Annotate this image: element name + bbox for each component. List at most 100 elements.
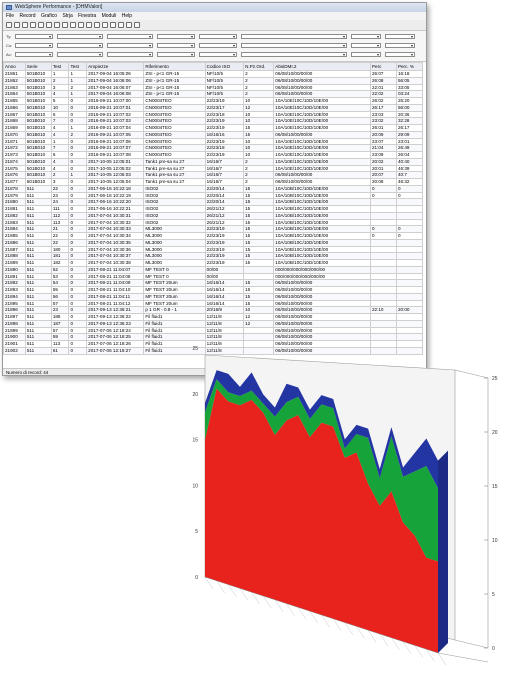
copy-icon[interactable] bbox=[46, 22, 52, 28]
table-row[interactable]: 21889 511 182 0 2017-07-04 10:30:38 ML3000 22/… bbox=[3, 259, 424, 267]
table-row[interactable]: 21872 501B010 7 0 2016-09-21 10:07:07 CN0004T… bbox=[3, 144, 424, 152]
filter-combo[interactable] bbox=[15, 52, 53, 57]
table-row[interactable]: 21880 511 24 0 2017-06-16 10:22:20 ISO02 22/20… bbox=[3, 198, 424, 206]
filter-combo[interactable] bbox=[199, 43, 237, 48]
column-header[interactable]: N.Pz.Ord. bbox=[243, 62, 275, 71]
table-row[interactable]: 21871 501B010 1 0 2016-09-21 10:07:06 CN0004T… bbox=[3, 137, 424, 146]
paste-icon[interactable] bbox=[54, 22, 60, 28]
filter-combo[interactable] bbox=[157, 34, 195, 39]
filter-combo[interactable] bbox=[57, 43, 103, 48]
filter-combo[interactable] bbox=[157, 52, 195, 57]
column-header[interactable]: Anno bbox=[3, 62, 26, 71]
column-header[interactable]: Codice ISO bbox=[204, 62, 245, 71]
filter-combo[interactable] bbox=[15, 43, 53, 48]
table-row[interactable]: 21901 511 113 0 2017-07-06 12:18:26 Fil fluid… bbox=[3, 340, 424, 348]
filter-combo[interactable] bbox=[107, 34, 153, 39]
table-row[interactable]: 21885 511 22 0 2017-07-04 10:30:34 ML3000 22/2… bbox=[3, 232, 424, 240]
table-row[interactable]: 21861 501B010 1 1 2017-09-04 16:05:06 ZSI - p… bbox=[3, 70, 424, 78]
table-row[interactable]: 21866 501B010 10 0 2016-09-21 10:07:01 CN0004… bbox=[3, 103, 424, 112]
table-row[interactable]: 21892 511 54 0 2017-08-21 11:04:09 MF TEST 20… bbox=[3, 279, 424, 287]
table-row[interactable]: 21876 501B010 2 1 2017-10-05 12:05:03 Tank1 p… bbox=[3, 171, 424, 179]
refresh-icon[interactable] bbox=[86, 22, 92, 28]
filter-combo[interactable] bbox=[385, 52, 415, 57]
table-row[interactable]: 21886 511 22 0 2017-07-04 10:30:35 ML3000 22/2… bbox=[3, 238, 424, 247]
table-row[interactable]: 21862 501B010 2 1 2017-09-04 16:06:06 ZSI - p… bbox=[3, 76, 424, 85]
table-row[interactable]: 21896 511 23 0 2017-09-13 12:36:21 p 1 GR - 0… bbox=[3, 306, 424, 314]
filter-combo[interactable] bbox=[57, 34, 103, 39]
filter-combo[interactable] bbox=[107, 43, 153, 48]
menu-file[interactable]: File bbox=[6, 13, 15, 19]
chart-icon[interactable] bbox=[94, 22, 100, 28]
table-row[interactable]: 21875 501B010 4 0 2017-10-05 12:05:02 Tank1 p… bbox=[3, 164, 424, 173]
table-row[interactable]: 21902 511 61 0 2017-07-06 12:18:27 Fil fluid1… bbox=[3, 346, 424, 355]
menu-help[interactable]: Help bbox=[121, 13, 133, 19]
table-row[interactable]: 21893 511 55 0 2017-08-21 11:04:10 MF TEST 20… bbox=[3, 286, 424, 294]
table-row[interactable]: 21894 511 56 0 2017-08-21 11:04:11 MF TEST 20… bbox=[3, 292, 424, 301]
filter-combo[interactable] bbox=[199, 34, 237, 39]
menu-grafico[interactable]: Grafico bbox=[40, 13, 58, 19]
table-row[interactable]: 21868 501B010 7 0 2016-09-21 10:07:03 CN0004T… bbox=[3, 117, 424, 125]
filter-combo[interactable] bbox=[15, 34, 53, 39]
filter-combo[interactable] bbox=[107, 52, 153, 57]
table-row[interactable]: 21877 501B010 3 0 2017-10-05 12:05:04 Tank1 p… bbox=[3, 178, 424, 186]
column-header[interactable]: Perc bbox=[369, 62, 397, 71]
new-icon[interactable] bbox=[6, 22, 12, 28]
table-row[interactable]: 21895 511 57 0 2017-08-21 11:04:12 MF TEST 20… bbox=[3, 299, 424, 308]
export-icon[interactable] bbox=[110, 22, 116, 28]
filter-combo[interactable] bbox=[241, 52, 347, 57]
menu-strja[interactable]: Strja bbox=[62, 13, 73, 19]
filter-icon[interactable] bbox=[70, 22, 76, 28]
column-header[interactable]: Test bbox=[68, 62, 88, 71]
column-header[interactable]: AbsiDMI.2 bbox=[273, 62, 371, 71]
settings-icon[interactable] bbox=[118, 22, 124, 28]
table-row[interactable]: 21887 511 180 0 2017-07-04 10:30:36 ML3000 22/… bbox=[3, 245, 424, 254]
filter-combo[interactable] bbox=[385, 43, 415, 48]
column-header[interactable]: Ampiezze bbox=[86, 62, 145, 71]
table-row[interactable]: 21864 501B010 4 1 2017-09-04 16:06:08 ZSI - p… bbox=[3, 90, 424, 98]
table-row[interactable]: 21900 511 59 0 2017-07-06 12:18:25 Fil fluid1… bbox=[3, 333, 424, 341]
table-row[interactable]: 21874 501B010 4 0 2017-10-05 12:05:01 Tank1 p… bbox=[3, 157, 424, 166]
print-icon[interactable] bbox=[30, 22, 36, 28]
open-icon[interactable] bbox=[14, 22, 20, 28]
table-row[interactable]: 21899 511 57 0 2017-07-06 12:18:24 Fil fluid1… bbox=[3, 326, 424, 335]
table-row[interactable]: 21873 501B010 6 0 2016-09-21 10:07:08 CN0004T… bbox=[3, 151, 424, 159]
table-row[interactable]: 21888 511 181 0 2017-07-04 10:30:37 ML3000 22/… bbox=[3, 252, 424, 260]
column-header[interactable]: Serie bbox=[24, 62, 52, 71]
table-row[interactable]: 21878 511 22 0 2017-06-16 10:22:18 ISO02 22/20… bbox=[3, 184, 424, 193]
filter-combo[interactable] bbox=[351, 34, 381, 39]
table-row[interactable]: 21879 511 23 0 2017-06-16 10:22:19 ISO02 22/20… bbox=[3, 191, 424, 200]
zoom-icon[interactable] bbox=[126, 22, 132, 28]
table-row[interactable]: 21867 501B010 6 0 2016-09-21 10:07:02 CN0004T… bbox=[3, 110, 424, 119]
filter-combo[interactable] bbox=[57, 52, 103, 57]
table-row[interactable]: 21869 501B010 4 1 2016-09-21 10:07:04 CN0004T… bbox=[3, 124, 424, 132]
save-icon[interactable] bbox=[22, 22, 28, 28]
table-row[interactable]: 21884 511 21 0 2017-07-04 10:30:33 ML3000 22/2… bbox=[3, 225, 424, 233]
menu-record[interactable]: Record bbox=[19, 13, 36, 19]
menu-finestra[interactable]: Finestra bbox=[78, 13, 97, 19]
filter-combo[interactable] bbox=[157, 43, 195, 48]
column-header[interactable]: Riferimento bbox=[143, 62, 206, 71]
filter-combo[interactable] bbox=[241, 43, 347, 48]
table-row[interactable]: 21898 511 187 0 2017-09-13 12:36:23 Fil fluid… bbox=[3, 319, 424, 328]
column-header[interactable]: Test bbox=[50, 62, 70, 71]
sort-icon[interactable] bbox=[78, 22, 84, 28]
filter-combo[interactable] bbox=[241, 34, 347, 39]
table-row[interactable]: 21870 501B010 4 2 2016-09-21 10:07:05 CN0004T… bbox=[3, 130, 424, 139]
table-row[interactable]: 21865 501B010 5 0 2016-09-21 10:07:00 CN0004T… bbox=[3, 97, 424, 105]
filter-combo[interactable] bbox=[385, 34, 415, 39]
grid-icon[interactable] bbox=[102, 22, 108, 28]
find-icon[interactable] bbox=[62, 22, 68, 28]
table-row[interactable]: 21882 511 112 0 2017-07-04 10:30:31 ISO02 26/2… bbox=[3, 211, 424, 220]
table-row[interactable]: 21897 511 185 0 2017-09-13 12:36:22 Fil fluid… bbox=[3, 313, 424, 321]
table-row[interactable]: 21881 511 111 0 2017-06-16 10:22:21 ISO02 26/2… bbox=[3, 205, 424, 213]
menu-moduli[interactable]: Moduli bbox=[101, 13, 117, 19]
filter-combo[interactable] bbox=[199, 52, 237, 57]
cut-icon[interactable] bbox=[38, 22, 44, 28]
table-row[interactable]: 21863 501B010 3 2 2017-09-04 16:06:07 ZSI - p… bbox=[3, 83, 424, 92]
help-icon[interactable] bbox=[134, 22, 140, 28]
filter-combo[interactable] bbox=[351, 52, 381, 57]
filter-combo[interactable] bbox=[351, 43, 381, 48]
column-header[interactable]: Perc. % bbox=[395, 62, 424, 71]
